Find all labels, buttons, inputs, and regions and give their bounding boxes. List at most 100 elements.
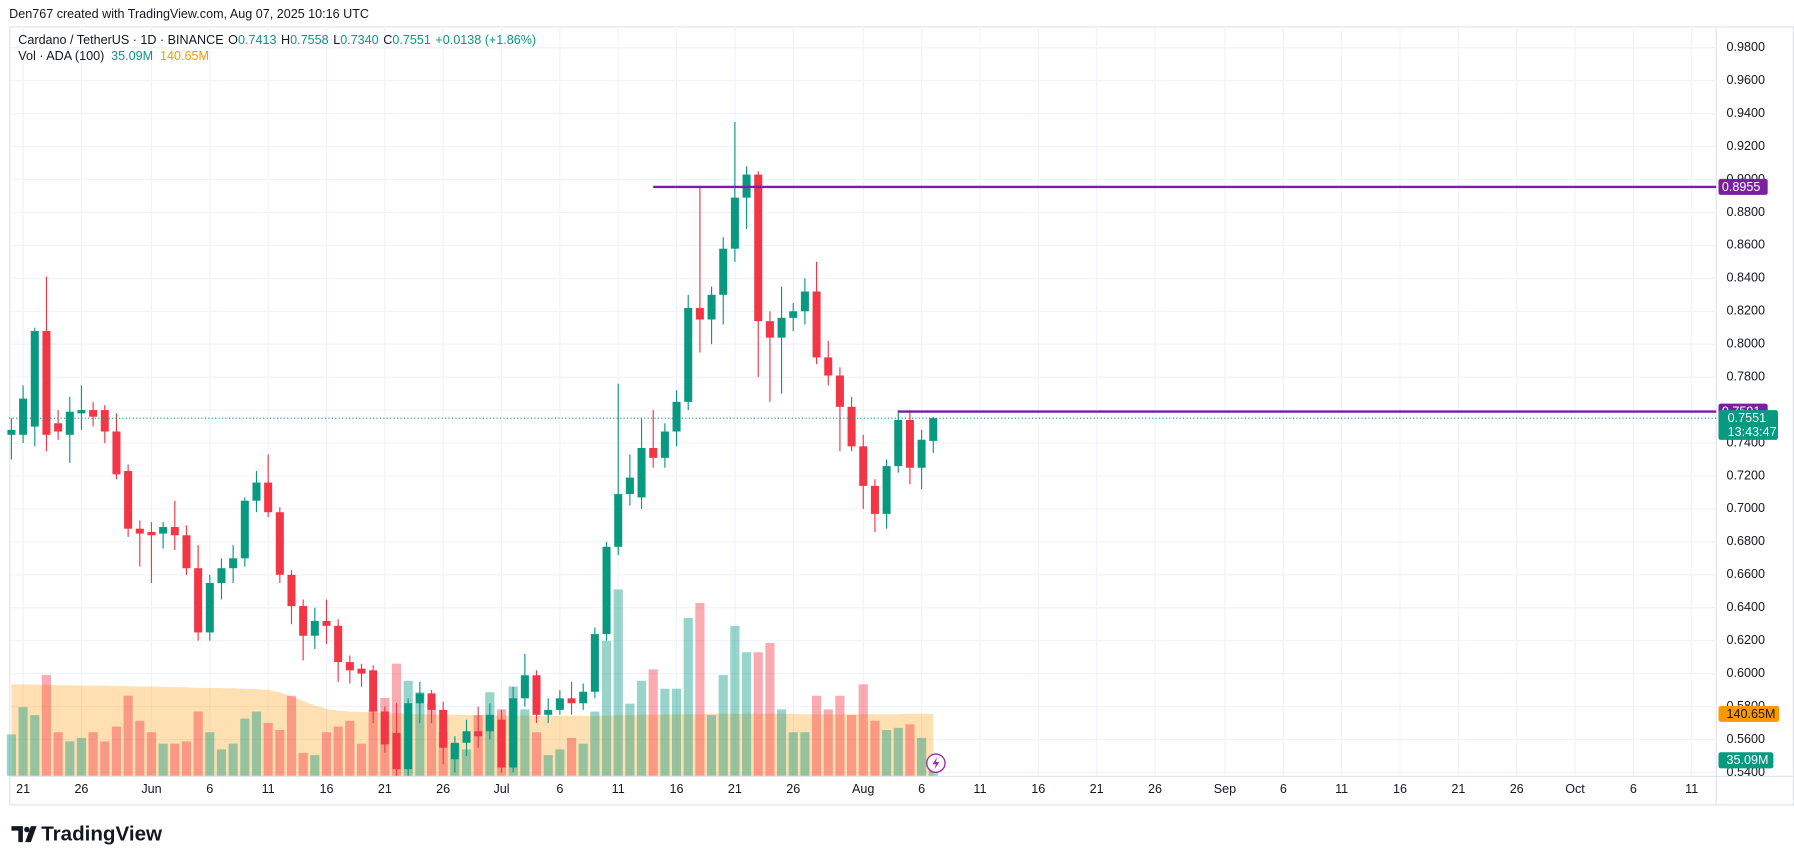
- volume-bar: [321, 732, 332, 776]
- volume-bar: [753, 652, 763, 776]
- candle-body: [754, 174, 763, 322]
- candle-body: [229, 558, 238, 569]
- candle-body: [182, 535, 191, 569]
- y-tick-label: 0.8000: [1726, 337, 1764, 351]
- volume-bar: [706, 715, 717, 776]
- volume-ma-area: [11, 684, 934, 776]
- x-tick-label: 11: [1685, 782, 1698, 796]
- countdown: 13:43:47: [1728, 425, 1777, 439]
- candle-body: [380, 711, 389, 745]
- volume-bar: [858, 684, 868, 776]
- volume-bar: [123, 695, 133, 776]
- x-tick-label: 16: [319, 782, 333, 796]
- logo-icon: [11, 826, 37, 843]
- volume-bar: [345, 720, 355, 776]
- volume-bar: [216, 749, 227, 776]
- price-badge-label: 0.8955: [1722, 180, 1760, 194]
- candle-body: [509, 698, 518, 768]
- candle-body: [789, 311, 798, 318]
- candle-body: [579, 691, 588, 704]
- candle-body: [602, 546, 611, 635]
- candle-body: [322, 620, 331, 626]
- candle-body: [194, 568, 203, 633]
- candle-body: [917, 439, 926, 468]
- volume-bar: [193, 711, 203, 776]
- candle-body: [42, 331, 51, 435]
- volume-bar: [613, 589, 623, 776]
- frame: [9, 26, 1794, 806]
- volume-bar: [566, 737, 577, 776]
- x-tick-label: 6: [1280, 782, 1287, 796]
- volume-badge-label: 35.09M: [1726, 753, 1768, 767]
- volume-bar: [590, 711, 600, 776]
- candle-body: [124, 471, 133, 529]
- candle-body: [135, 528, 144, 534]
- candle-body: [882, 466, 891, 514]
- y-tick-label: 0.8200: [1726, 304, 1764, 318]
- candle-body: [555, 698, 564, 710]
- x-tick-label: Oct: [1565, 782, 1585, 796]
- volume-bar: [240, 718, 250, 776]
- credit: Den767 created with TradingView.com, Aug…: [9, 7, 369, 21]
- candle-body: [730, 197, 739, 249]
- x-tick-label: 26: [1148, 782, 1162, 796]
- volume-bar: [251, 711, 262, 776]
- volume-bar: [765, 643, 775, 776]
- volume-bar: [882, 730, 892, 776]
- current-price-badge: [1718, 410, 1778, 440]
- y-tick-label: 0.7200: [1726, 468, 1764, 482]
- volume-bar: [636, 680, 647, 776]
- x-tick-label: 21: [378, 782, 392, 796]
- candle-body: [812, 291, 821, 358]
- volume-bar: [158, 743, 168, 776]
- candle-body: [765, 321, 774, 338]
- x-tick-label: 21: [16, 782, 30, 796]
- volume-bar: [76, 737, 87, 776]
- volume-bar: [741, 652, 752, 776]
- candle-body: [660, 431, 669, 458]
- candle-body: [345, 662, 354, 671]
- candle-body: [625, 477, 634, 495]
- y-tick-label: 0.6000: [1726, 666, 1764, 680]
- candle-body: [240, 500, 249, 559]
- candle-body: [520, 675, 529, 699]
- candle-body: [404, 703, 413, 770]
- volume-bar: [41, 675, 52, 776]
- volume-bar: [905, 724, 915, 776]
- candle-body: [672, 401, 681, 432]
- y-tick-label: 0.7000: [1726, 501, 1764, 515]
- y-tick-label: 0.6400: [1726, 600, 1764, 614]
- x-tick-label: 26: [74, 782, 88, 796]
- candle-body: [544, 709, 553, 715]
- candle-body: [77, 410, 86, 414]
- symbol-legend: Cardano / TetherUS · 1D · BINANCE O0.7413…: [18, 34, 536, 48]
- candle-body: [590, 634, 599, 692]
- candle-body: [870, 485, 879, 514]
- x-tick-label: 21: [1451, 782, 1465, 796]
- candle-body: [252, 482, 261, 501]
- y-tick-label: 0.9600: [1726, 73, 1764, 87]
- volume-bar: [333, 726, 343, 776]
- volume-bar: [356, 743, 367, 776]
- candle-body: [485, 714, 494, 732]
- candle-body: [392, 732, 401, 770]
- candle-body: [929, 418, 938, 441]
- volume-bar: [625, 703, 635, 776]
- y-tick-label: 0.8600: [1726, 238, 1764, 252]
- change: +0.0138 (+1.86%): [435, 34, 536, 48]
- current-price-label: 0.7551: [1728, 411, 1766, 425]
- alert-bolt: [932, 757, 940, 769]
- volume-bar: [100, 741, 110, 776]
- candle-body: [299, 606, 308, 636]
- volume-bar: [695, 603, 705, 776]
- y-tick-label: 0.7800: [1726, 369, 1764, 383]
- x-tick-label: Sep: [1214, 782, 1236, 796]
- x-tick-label: 21: [728, 782, 742, 796]
- volume-bar: [835, 695, 845, 776]
- y-tick-label: 0.9800: [1726, 40, 1764, 54]
- candle-body: [719, 248, 728, 295]
- candle-body: [905, 419, 914, 468]
- volume-bar: [730, 625, 740, 776]
- y-tick-label: 0.8800: [1726, 205, 1764, 219]
- volume-legend: Vol · ADA (100) 35.09M 140.65M: [18, 50, 209, 64]
